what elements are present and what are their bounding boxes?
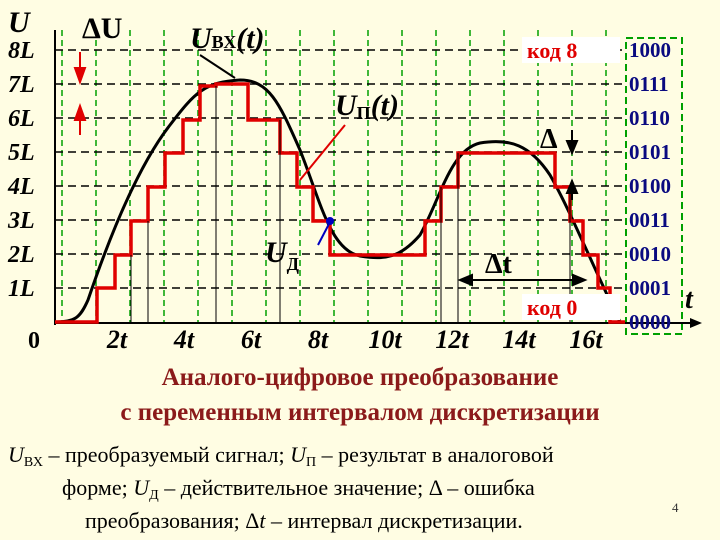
code-label: 0000 [629, 310, 671, 334]
y-tick-label: 3L [7, 208, 35, 234]
x-tick-label: 10t [368, 325, 402, 354]
code-bottom-bg [522, 294, 620, 320]
y-tick-label: 6L [8, 106, 35, 132]
delta-marker [457, 130, 588, 287]
y-tick-label: 7L [8, 72, 35, 98]
x-tick-label: 16t [569, 325, 603, 354]
y-tick-label: 4L [7, 174, 35, 200]
code-label: 0111 [629, 72, 669, 96]
x-tick-label: 8t [308, 325, 329, 354]
y-tick-label: 8L [8, 38, 35, 64]
code-label: 0100 [629, 174, 671, 198]
title: с переменным интервалом дискретизации [120, 399, 599, 426]
code-top-label: код 8 [527, 38, 577, 63]
actual-point [326, 217, 334, 225]
x-axis-label: t [685, 284, 694, 315]
code-bottom-label: код 0 [527, 295, 577, 320]
x-tick-label: 2t [106, 325, 128, 354]
caption: UВХ – преобразуемый сигнал; UП – результ… [8, 442, 554, 470]
x-tick-label: 12t [435, 325, 469, 354]
code-label: 0011 [629, 208, 670, 232]
code-label: 1000 [629, 38, 671, 62]
caption: форме; UД – действительное значение; Δ –… [62, 475, 535, 503]
y-tick-label: 1L [8, 276, 35, 302]
x-tick-label: 6t [241, 325, 262, 354]
actual-label: UД [265, 236, 300, 274]
code-label: 0001 [629, 276, 671, 300]
y-tick-label: 5L [8, 140, 35, 166]
code-label: 0110 [629, 106, 670, 130]
y-tick-label: 2L [7, 242, 35, 268]
caption: преобразования; Δt – интервал дискретиза… [85, 508, 523, 533]
input-label: UВХ(t) [190, 22, 265, 55]
code-box [625, 37, 683, 335]
x-tick-label: 4t [173, 325, 195, 354]
page-number: 4 [672, 500, 679, 515]
code-label: 0101 [629, 140, 671, 164]
x-tick-label: 14t [502, 325, 536, 354]
grid [55, 30, 625, 322]
origin-label: 0 [28, 328, 40, 354]
delta-u-label: ΔU [82, 12, 122, 45]
pointer [317, 221, 331, 246]
quantized-label: UП(t) [335, 89, 399, 123]
pointer [299, 124, 346, 181]
error-label: Δ [540, 124, 558, 155]
code-label: 0010 [629, 242, 671, 266]
title: Аналого-цифровое преобразование [162, 364, 559, 391]
y-axis-label: U [8, 6, 31, 39]
code-top-bg [522, 37, 620, 63]
pointer [199, 54, 236, 79]
interval-label: Δt [485, 249, 513, 280]
delta-u-marker [73, 52, 87, 135]
x-arrow [690, 318, 702, 328]
